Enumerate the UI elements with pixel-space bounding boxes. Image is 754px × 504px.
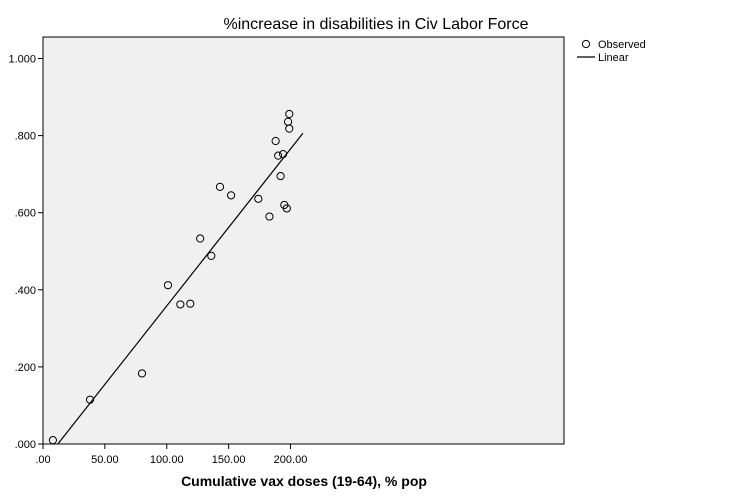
legend-label-observed: Observed <box>598 39 646 51</box>
x-axis: .00 50.00 100.00 150.00 200.00 <box>35 444 307 466</box>
observed-point <box>196 234 205 243</box>
x-tick-label: .00 <box>35 454 50 466</box>
observed-point <box>48 436 58 445</box>
observed-point <box>282 204 291 213</box>
observed-point <box>85 395 95 404</box>
y-tick-label: 1.000 <box>8 54 36 66</box>
observed-point <box>274 151 283 160</box>
observed-point <box>276 171 285 181</box>
observed-point <box>285 124 294 133</box>
observed-point <box>176 300 185 309</box>
observed-point <box>137 369 147 378</box>
x-tick-label: 100.00 <box>150 454 184 466</box>
observed-point <box>186 299 195 308</box>
observed-point <box>163 281 173 290</box>
plot-area <box>42 36 565 445</box>
legend-label-linear: Linear <box>598 52 629 64</box>
observed-point <box>271 136 280 146</box>
linear-fit <box>57 132 304 445</box>
y-tick-label: .400 <box>15 285 36 297</box>
linear-fit-line <box>57 132 304 445</box>
observed-point <box>278 150 288 159</box>
y-tick-label: .200 <box>15 362 36 374</box>
y-tick-label: .000 <box>15 439 36 451</box>
observed-point <box>215 182 225 191</box>
x-tick-label: 150.00 <box>212 454 246 466</box>
y-tick-label: .800 <box>15 131 36 143</box>
y-axis: .000 .200 .400 .600 .800 1.000 <box>8 54 43 451</box>
x-axis-label: Cumulative vax doses (19-64), % pop <box>181 473 427 489</box>
legend: Observed Linear <box>577 39 646 64</box>
observed-point <box>265 212 274 221</box>
observed-point <box>227 191 236 200</box>
y-tick-label: .600 <box>15 208 36 220</box>
x-tick-label: 200.00 <box>274 454 308 466</box>
observed-points <box>48 109 294 445</box>
observed-point <box>254 194 263 203</box>
x-tick-label: 50.00 <box>91 454 119 466</box>
observed-point <box>285 109 294 119</box>
chart-title: %increase in disabilities in Civ Labor F… <box>223 16 528 33</box>
legend-marker-observed <box>581 39 591 49</box>
observed-point <box>207 251 216 260</box>
